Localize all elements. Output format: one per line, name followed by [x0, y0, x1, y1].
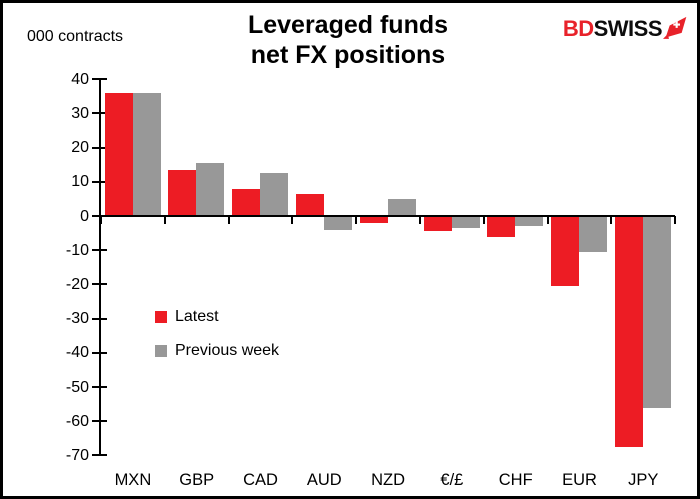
swiss-flag-arrow-icon — [663, 16, 687, 39]
logo-text-bd: BD — [562, 16, 594, 41]
y-axis-tick-label: -30 — [65, 310, 89, 328]
bar-previous-week-GBP — [196, 162, 225, 216]
bar-latest-JPY — [614, 216, 643, 447]
y-axis-tick-label: -50 — [65, 378, 89, 396]
y-axis-line — [99, 79, 101, 456]
x-axis-category-label: MXN — [114, 471, 152, 489]
y-axis-tick-label: 0 — [80, 207, 89, 225]
bar-previous-week-JPY — [642, 216, 671, 408]
x-axis-tick — [674, 216, 677, 224]
legend-swatch-previous-week — [155, 345, 167, 357]
x-axis-category-label: CAD — [243, 471, 278, 489]
x-axis-tick — [227, 216, 230, 224]
x-axis-category-label: EUR — [562, 471, 597, 489]
bar-latest-NZD — [359, 216, 388, 223]
x-axis-category-label: AUD — [306, 471, 342, 489]
x-axis-tick — [163, 216, 166, 224]
legend-item-latest: Latest — [155, 308, 279, 325]
bar-latest-CHF — [487, 216, 516, 237]
x-axis-line — [99, 215, 676, 217]
y-axis-tick-label: 20 — [71, 139, 89, 157]
bar-latest-MXN — [104, 92, 133, 216]
bar-latest-€/£ — [423, 216, 452, 232]
x-axis-category-label: €/£ — [440, 471, 464, 489]
x-axis-tick — [546, 216, 549, 224]
legend-label-previous-week: Previous week — [175, 342, 280, 359]
x-axis-tick — [419, 216, 421, 224]
y-axis-units-label: 000 contracts — [27, 28, 124, 45]
y-axis-tick-label: 10 — [71, 173, 89, 191]
y-axis-tick-label: -10 — [65, 241, 89, 259]
y-axis-tick-label: -20 — [65, 275, 89, 293]
bar-latest-GBP — [168, 169, 197, 216]
x-axis-tick — [482, 216, 485, 224]
y-axis-tick-label: -70 — [65, 446, 89, 464]
y-axis-tick-label: 30 — [71, 104, 89, 122]
x-axis-category-label: GBP — [179, 471, 215, 489]
bdswiss-logo: BD SWISS — [563, 16, 687, 42]
x-axis-tick — [355, 216, 358, 224]
x-axis-tick — [610, 216, 613, 224]
bar-latest-EUR — [551, 216, 580, 287]
x-axis-tick — [291, 216, 294, 224]
bar-latest-CAD — [232, 188, 261, 216]
x-axis-category-label: NZD — [371, 471, 406, 489]
bar-previous-week-€/£ — [451, 216, 480, 228]
bar-previous-week-MXN — [132, 92, 161, 216]
legend-swatch-latest — [155, 311, 167, 323]
x-axis-tick — [100, 216, 102, 224]
bar-previous-week-CAD — [260, 173, 289, 216]
y-axis-tick-label: 40 — [71, 70, 89, 88]
chart-title-line2: net FX positions — [250, 41, 446, 69]
y-axis-tick-label: -60 — [65, 412, 89, 430]
logo-text-swiss: SWISS — [593, 16, 663, 41]
y-axis-tick-label: -40 — [65, 344, 89, 362]
x-axis-category-label: CHF — [498, 471, 533, 489]
legend-label-latest: Latest — [175, 308, 219, 325]
bar-previous-week-CHF — [515, 216, 544, 227]
bar-previous-week-NZD — [387, 198, 416, 216]
bar-latest-AUD — [295, 193, 324, 216]
chart-title-line1: Leveraged funds — [247, 11, 449, 39]
chart-title: Leveraged funds net FX positions — [148, 10, 548, 70]
bar-previous-week-EUR — [579, 216, 608, 252]
bar-previous-week-AUD — [323, 216, 352, 230]
x-axis-category-label: JPY — [628, 471, 659, 489]
legend-item-previous-week: Previous week — [155, 342, 280, 359]
legend: Latest Previous week — [155, 308, 280, 377]
bar-chart: 40 30 20 10 0 -10 -20 -30 -40 -50 -60 -70 MXN GBP CAD A… — [3, 3, 697, 496]
